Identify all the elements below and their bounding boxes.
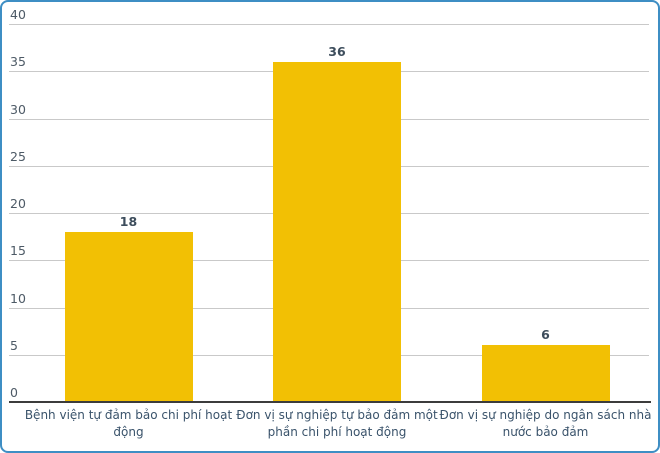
bar-value-label-2: 36	[328, 43, 346, 59]
bar-1	[64, 231, 193, 401]
bar-value-label-1: 18	[119, 213, 138, 229]
bar-3	[481, 345, 610, 401]
gridline-40	[9, 24, 649, 25]
y-tick-label-30: 30	[10, 101, 26, 117]
category-label-3: Đơn vị sự nghiệp do ngân sách nhà nước b…	[439, 408, 652, 439]
bar-2	[273, 61, 401, 401]
y-tick-label-0: 0	[10, 385, 18, 400]
y-tick-label-25: 25	[10, 148, 26, 164]
y-tick-label-20: 20	[10, 196, 26, 211]
category-label-2: Đơn vị sự nghiệp tự bảo đảm một phần chi…	[236, 408, 438, 439]
y-tick-label-10: 10	[10, 290, 26, 306]
y-tick-label-5: 5	[10, 337, 18, 353]
y-tick-label-40: 40	[10, 7, 26, 22]
x-axis-line	[9, 401, 651, 403]
bar-value-label-3: 6	[541, 327, 550, 343]
y-tick-label-35: 35	[10, 54, 26, 70]
category-label-1: Bệnh viện tự đảm bảo chi phí hoạt động	[24, 408, 233, 439]
y-tick-label-15: 15	[10, 243, 26, 259]
